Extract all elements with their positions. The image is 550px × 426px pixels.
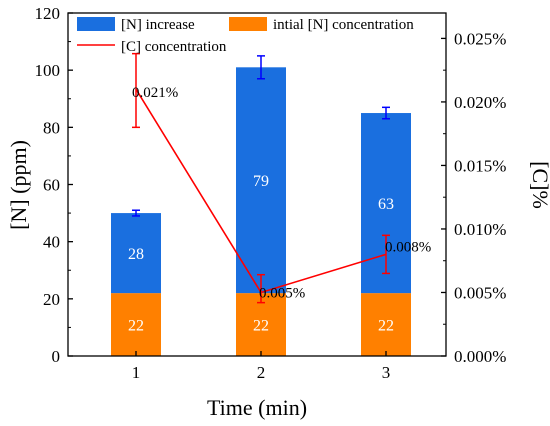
- bar-label-increase: 63: [378, 196, 394, 213]
- bar-label-initial: 22: [128, 318, 144, 335]
- legend-swatch-initial-n: [229, 17, 267, 31]
- y-tick-label-left: 40: [43, 233, 60, 252]
- y-tick-label-left: 20: [43, 290, 60, 309]
- y-axis-label-right: [C]%: [528, 161, 550, 209]
- x-axis-label: Time (min): [207, 395, 307, 420]
- legend: [N] increase intial [N] concentration [C] …: [77, 17, 414, 55]
- legend-swatch-n-increase: [77, 17, 115, 31]
- x-tick-label: 3: [382, 363, 391, 382]
- y-tick-label-right: 0.015%: [454, 156, 506, 175]
- carbon-data-label: 0.005%: [259, 285, 305, 301]
- legend-label-n-increase: [N] increase: [121, 17, 195, 33]
- y-tick-label-left: 80: [43, 118, 60, 137]
- y-tick-label-left: 120: [35, 4, 61, 23]
- bar-label-initial: 22: [253, 318, 269, 335]
- carbon-data-label: 0.008%: [385, 239, 431, 255]
- y-tick-label-left: 0: [52, 347, 61, 366]
- bar-initial-n: [236, 293, 286, 356]
- y-tick-label-left: 100: [35, 61, 61, 80]
- y-tick-label-right: 0.005%: [454, 283, 506, 302]
- bar-error-bar: [382, 106, 390, 120]
- bar-error-bar: [257, 55, 265, 80]
- bar-n-increase: [236, 67, 286, 294]
- carbon-error-bar: [257, 273, 265, 304]
- bar-label-increase: 28: [128, 246, 144, 263]
- x-tick-label: 1: [132, 363, 141, 382]
- y-tick-label-right: 0.000%: [454, 347, 506, 366]
- bar-label-initial: 22: [378, 318, 394, 335]
- carbon-data-label: 0.021%: [132, 85, 178, 101]
- y-tick-label-right: 0.025%: [454, 29, 506, 48]
- y-tick-label-right: 0.020%: [454, 93, 506, 112]
- bar-error-bar: [132, 209, 140, 217]
- y-tick-label-right: 0.010%: [454, 220, 506, 239]
- carbon-error-bar: [382, 234, 390, 275]
- carbon-error-bar: [132, 52, 140, 129]
- x-tick-label: 2: [257, 363, 266, 382]
- legend-label-initial-n: intial [N] concentration: [273, 17, 414, 33]
- plot-content: 22 28 22 79 22 63 0.021% 0.005% 0.008%: [111, 52, 431, 356]
- y-axis-label-left: [N] (ppm): [6, 140, 31, 230]
- y-tick-label-left: 60: [43, 176, 60, 195]
- legend-label-carbon: [C] concentration: [121, 39, 227, 55]
- bar-initial-n: [361, 293, 411, 356]
- bar-initial-n: [111, 293, 161, 356]
- bar-n-increase: [111, 213, 161, 294]
- bar-label-increase: 79: [253, 173, 269, 190]
- axes: 0 20 40 60 80 100 120 0.000% 0.005% 0.010% 0.015% 0…: [35, 4, 507, 382]
